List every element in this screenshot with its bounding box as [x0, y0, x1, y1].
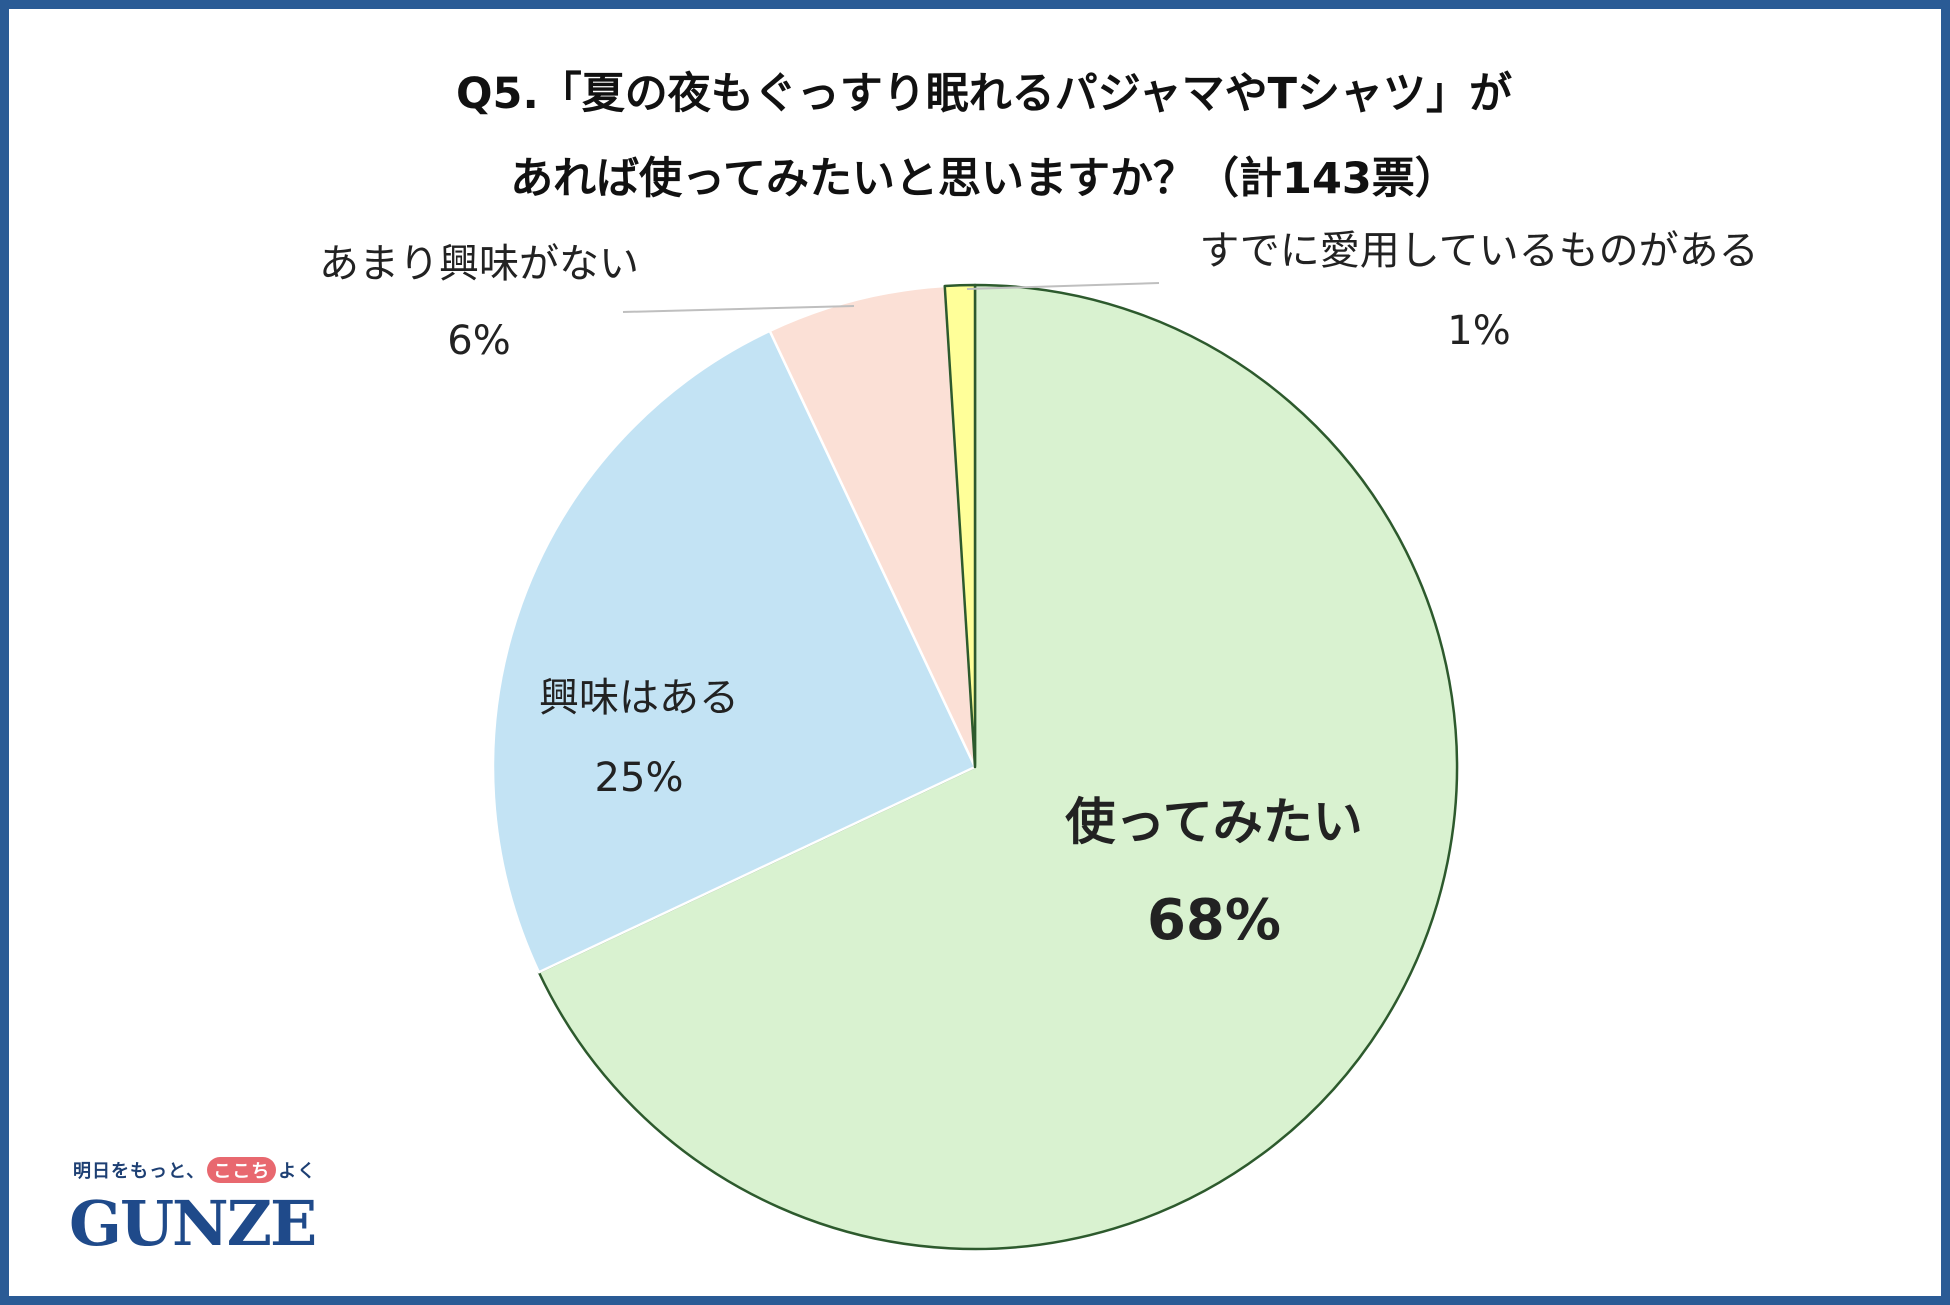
leader-line-4 [966, 282, 1160, 290]
pie-slice-4 [943, 283, 977, 769]
gunze-logo: GUNZE [69, 1187, 317, 1260]
slice-percent-2: 25% [595, 755, 684, 801]
pie-slice-2 [491, 329, 977, 974]
tagline-highlight: ここち [207, 1157, 277, 1183]
slice-label-2: 興味はある [539, 675, 739, 721]
pie-slice-3 [768, 284, 977, 769]
tagline-text-after: よく [278, 1161, 317, 1182]
tagline-text-before: 明日をもっと、 [73, 1161, 206, 1182]
leader-line-3 [622, 305, 855, 313]
pie-chart: 使ってみたい 68% 興味はある 25% あまり興味がない 6% すでに愛用しているものがあ… [319, 228, 1759, 1251]
chart-title-line-2: あれば使ってみたいと思いますか？（計143票） [510, 154, 1458, 204]
slice-percent-4: 1% [1447, 308, 1510, 354]
slice-label-3: あまり興味がない [319, 241, 639, 287]
slice-percent-3: 6% [447, 318, 510, 364]
slice-label-1: 使ってみたい [1065, 793, 1363, 851]
slice-percent-1: 68% [1147, 888, 1281, 953]
pie-slice-1 [537, 283, 1459, 1251]
chart-title-line-1: Q5.「夏の夜もぐっすり眠れるパジャマやTシャツ」が [456, 69, 1512, 119]
brand-tagline: 明日をもっと、 ここち よく [73, 1157, 316, 1183]
slice-label-4: すでに愛用しているものがある [1199, 228, 1758, 274]
